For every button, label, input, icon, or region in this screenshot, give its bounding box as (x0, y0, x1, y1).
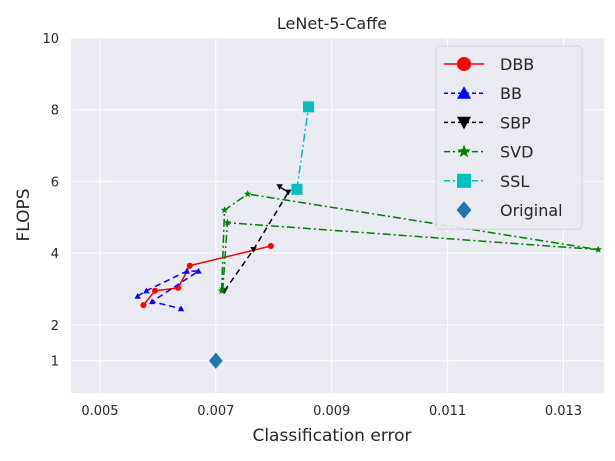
data-point-dbb (186, 262, 193, 269)
x-tick-label: 0.013 (545, 404, 582, 419)
legend-entry-bb: BB (444, 84, 522, 103)
data-point-bb (134, 292, 141, 299)
data-point-bb (195, 267, 202, 274)
data-point-dbb (152, 287, 159, 294)
data-point-svd (243, 189, 252, 198)
legend-box (435, 45, 583, 230)
data-point-ssl (303, 101, 315, 113)
y-tick-label: 8 (51, 104, 59, 119)
legend-label-ssl: SSL (500, 172, 529, 191)
legend-label-original: Original (500, 201, 563, 220)
x-tick-label: 0.007 (197, 404, 234, 419)
y-tick-label: 6 (51, 175, 59, 190)
legend-marker-sbp (457, 116, 471, 130)
legend-entry-svd: SVD (444, 143, 533, 162)
x-tick-label: 0.011 (429, 404, 466, 419)
x-axis-label: Classification error (252, 426, 411, 446)
legend-marker-original (456, 201, 472, 219)
legend-entry-dbb: DBB (444, 55, 534, 74)
series-line-svd (220, 193, 599, 291)
series-layer (134, 101, 603, 369)
series-svd (217, 189, 603, 295)
data-point-ssl (291, 183, 303, 195)
legend-label-dbb: DBB (500, 55, 534, 74)
data-point-svd (220, 206, 229, 214)
legend-label-svd: SVD (500, 143, 533, 162)
data-point-sbp (276, 184, 283, 191)
legend-marker-dbb (457, 57, 471, 71)
series-ssl (291, 101, 315, 195)
legend-marker-svd (457, 144, 471, 158)
data-point-dbb (175, 284, 182, 291)
data-point-dbb (267, 242, 274, 249)
y-tick-label: 2 (51, 319, 59, 334)
x-tick-label: 0.009 (313, 404, 350, 419)
y-tick-label: 4 (51, 247, 59, 262)
legend-marker-ssl (457, 173, 471, 188)
data-point-bb (177, 305, 185, 312)
ticks: 0.005 0.007 0.009 0.011 0.013 1 2 4 6 8 10 (42, 32, 582, 419)
chart-title: LeNet-5-Caffe (277, 14, 387, 33)
series-original (209, 352, 223, 369)
legend: DBB BB SBP SVD SSL Original (435, 45, 583, 230)
legend-entry-sbp: SBP (444, 113, 531, 132)
series-line-sbp (223, 186, 290, 292)
data-point-bb (148, 298, 156, 305)
series-dbb (140, 242, 274, 309)
series-line-ssl (296, 106, 310, 190)
legend-label-sbp: SBP (500, 113, 531, 132)
data-point-original (209, 352, 223, 369)
data-point-svd (218, 285, 227, 293)
y-axis-label: FLOPS (14, 188, 34, 241)
series-bb (134, 267, 202, 312)
data-point-svd (594, 245, 603, 253)
data-point-sbp (285, 189, 292, 196)
data-point-bb (183, 267, 191, 274)
x-tick-label: 0.005 (81, 404, 118, 419)
y-tick-label: 1 (51, 355, 59, 370)
series-line-bb (137, 270, 202, 310)
y-tick-label: 10 (42, 32, 59, 47)
legend-entry-original: Original (456, 201, 563, 220)
data-point-dbb (140, 302, 147, 309)
data-point-svd (223, 218, 232, 226)
data-point-sbp (250, 247, 257, 253)
data-point-bb (143, 287, 150, 294)
legend-marker-bb (457, 86, 471, 99)
legend-entry-ssl: SSL (444, 172, 529, 191)
legend-label-bb: BB (500, 84, 522, 103)
